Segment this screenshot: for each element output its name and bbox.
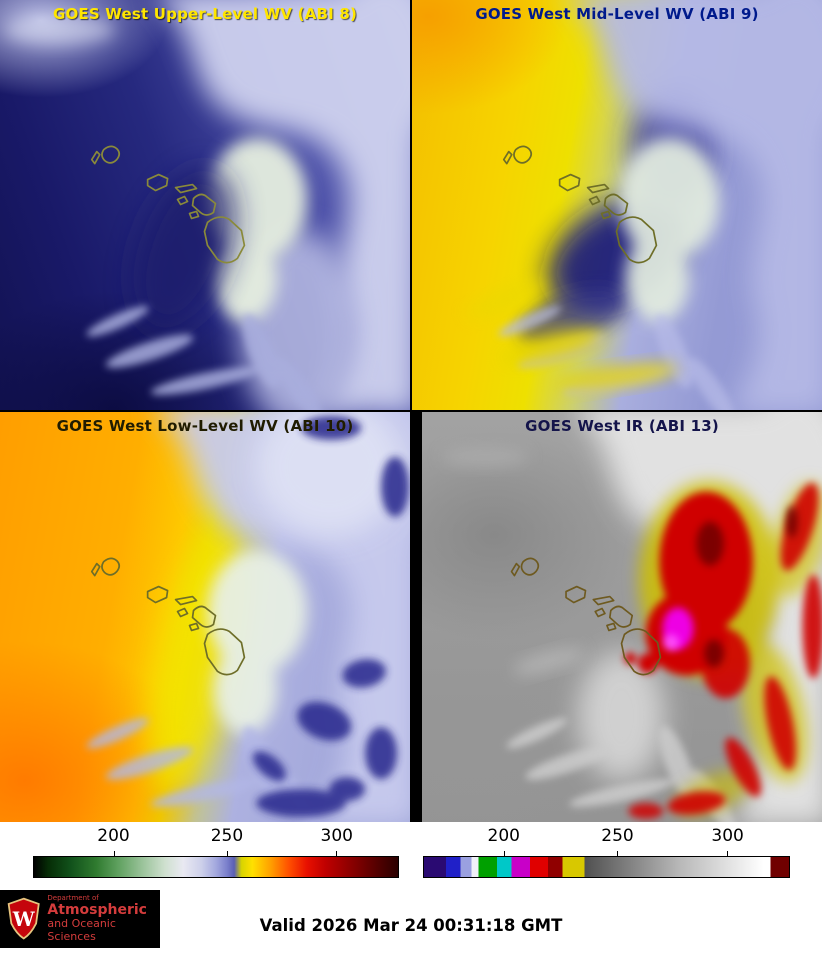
wv-colorbar <box>33 851 399 878</box>
wv-colorbar-tick-labels: 200 250 300 <box>33 826 399 848</box>
logo-oceanic-line: and Oceanic Sciences <box>47 917 116 943</box>
panel-title-abi8: GOES West Upper-Level WV (ABI 8) <box>52 5 358 23</box>
abi9-satellite-image <box>467 0 822 410</box>
ir-tick-300: 300 <box>711 826 744 846</box>
logo-text: Department of Atmospheric and Oceanic Sc… <box>47 895 154 942</box>
valid-time-label: Valid 2026 Mar 24 00:31:18 GMT <box>259 916 563 935</box>
ir-colorbar-group: 200 250 300 <box>423 822 790 890</box>
wv-tick-250: 250 <box>210 826 244 846</box>
wv-tick-200: 200 <box>97 826 130 846</box>
ir-tickmark <box>504 851 506 856</box>
panel-ir: GOES West IR (ABI 13) <box>412 412 822 822</box>
ir-tickmark <box>726 851 728 856</box>
logo-dept-line: Department of <box>47 894 99 903</box>
panel-title-abi10: GOES West Low-Level WV (ABI 10) <box>56 417 354 435</box>
uw-crest-icon: W <box>7 897 40 940</box>
abi10-satellite-image <box>83 412 410 822</box>
wv-tickmark <box>336 851 338 856</box>
logo-atmospheric-line: Atmospheric <box>47 902 147 919</box>
ir-tickmark <box>617 851 619 856</box>
crest-letter: W <box>12 908 36 931</box>
footer: W Department of Atmospheric and Oceanic … <box>0 890 822 954</box>
panel-title-abi9: GOES West Mid-Level WV (ABI 9) <box>475 5 759 23</box>
wv-tickmark <box>226 851 228 856</box>
ir-colorbar-tick-labels: 200 250 300 <box>423 826 790 848</box>
ir-tick-250: 250 <box>601 826 634 846</box>
abi13-satellite-image <box>441 412 822 822</box>
wv-tickmark <box>114 851 116 856</box>
colorbar-section: 200 250 300 200 250 300 <box>0 822 822 890</box>
panel-upper-level-wv: GOES West Upper-Level WV (ABI 8) <box>0 0 410 410</box>
wv-tick-300: 300 <box>320 826 353 846</box>
uw-aos-logo: W Department of Atmospheric and Oceanic … <box>0 890 160 948</box>
panel-title-abi13: GOES West IR (ABI 13) <box>525 417 719 435</box>
panel-mid-level-wv: GOES West Mid-Level WV (ABI 9) <box>412 0 822 410</box>
ir-tick-200: 200 <box>487 826 520 846</box>
panel-low-level-wv: GOES West Low-Level WV (ABI 10) <box>0 412 410 822</box>
ir-colorbar <box>423 851 790 878</box>
wv-colorbar-group: 200 250 300 <box>33 822 399 890</box>
abi8-satellite-image <box>4 0 410 410</box>
satellite-quad-grid: GOES West Upper-Level WV (ABI 8) GOES We… <box>0 0 822 822</box>
